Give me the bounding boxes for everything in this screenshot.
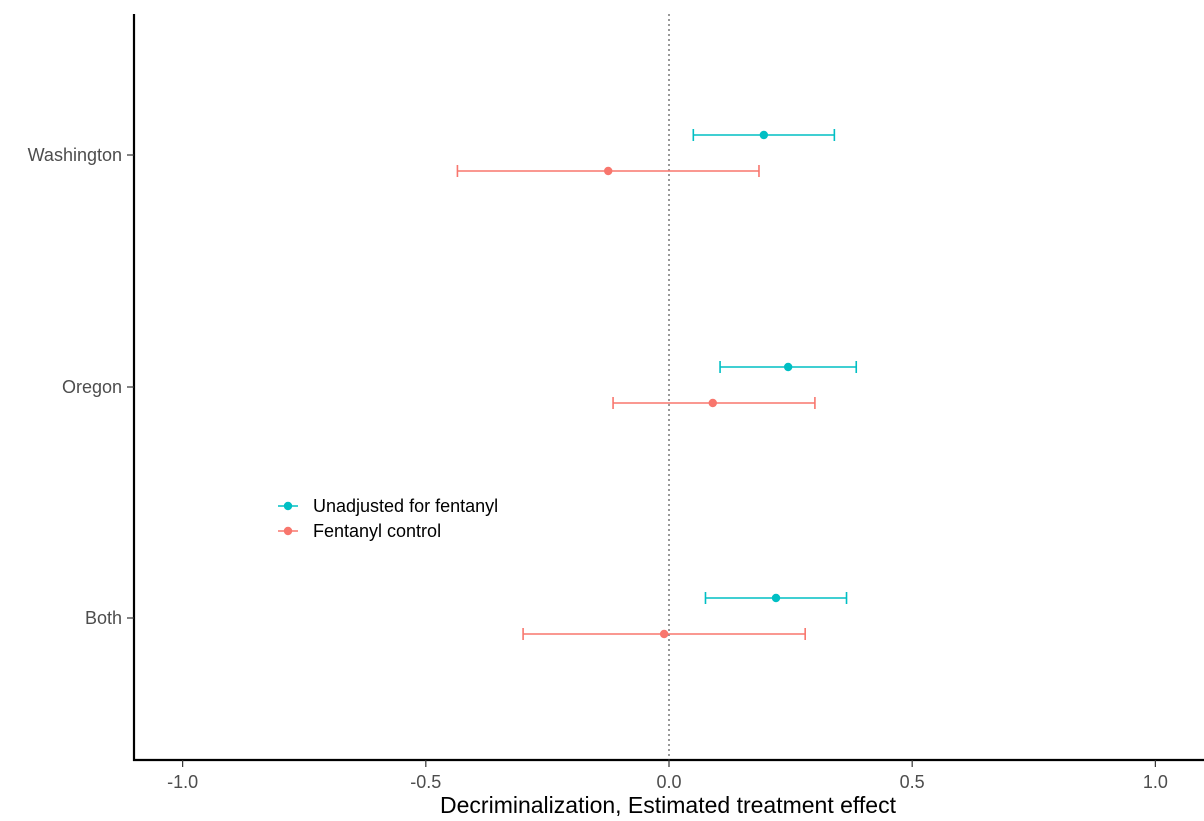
point-estimate [604, 166, 613, 176]
y-tick-label: Oregon [62, 377, 122, 397]
point-estimate [783, 362, 793, 372]
legend: Unadjusted for fentanyl Fentanyl control [278, 496, 498, 541]
point-estimate [659, 629, 669, 639]
legend-key-point [283, 526, 293, 536]
x-tick-label: 0.5 [900, 772, 925, 792]
x-tick-label: -0.5 [410, 772, 441, 792]
legend-label: Fentanyl control [313, 521, 441, 541]
x-tick-label: -1.0 [167, 772, 198, 792]
point-estimate [759, 130, 769, 140]
marks-layer [456, 129, 858, 640]
x-axis-title: Decriminalization, Estimated treatment e… [440, 792, 897, 818]
x-tick-label: 0.0 [656, 772, 681, 792]
x-tick-label: 1.0 [1143, 772, 1168, 792]
y-tick-label: Both [85, 608, 122, 628]
point-estimate [708, 398, 717, 408]
axes-layer: -1.0 -0.5 0.0 0.5 1.0 Washington Oregon Both [28, 14, 1204, 792]
point-estimate [771, 593, 781, 603]
legend-label: Unadjusted for fentanyl [313, 496, 498, 516]
legend-key-point [283, 501, 293, 511]
y-tick-label: Washington [28, 145, 122, 165]
